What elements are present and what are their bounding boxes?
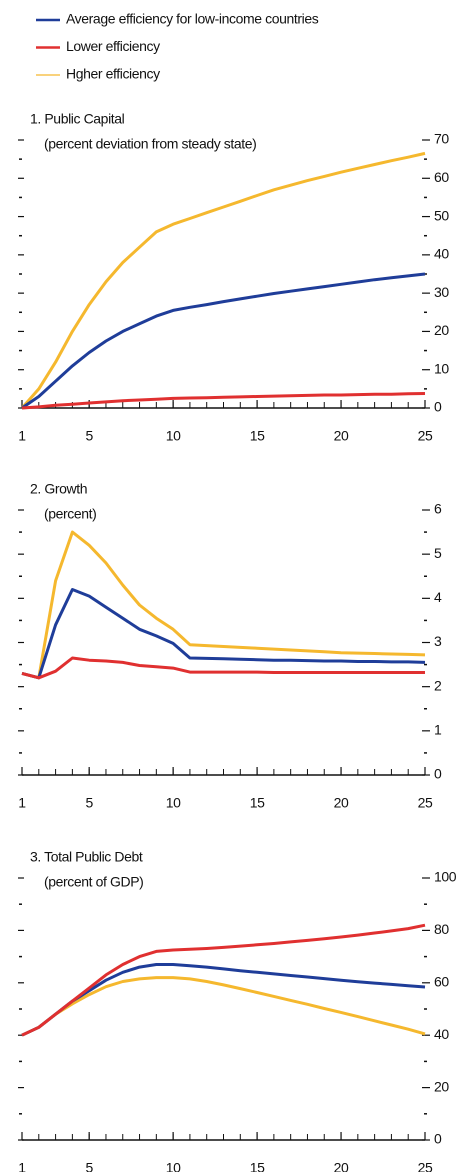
series-line — [21, 588, 426, 680]
series-line — [21, 272, 426, 410]
y-tick-label: 10 — [434, 360, 449, 376]
x-tick-label: 20 — [334, 1160, 349, 1172]
x-tick-label: 1 — [18, 428, 26, 444]
x-tick-label: 5 — [85, 795, 93, 811]
y-tick-label: 40 — [434, 246, 449, 262]
x-tick-label: 5 — [85, 1160, 93, 1172]
x-tick-label: 15 — [250, 428, 265, 444]
y-tick-label: 80 — [434, 921, 449, 937]
panel-subtitle: (percent) — [44, 506, 96, 522]
series-line — [20, 151, 426, 409]
y-tick-label: 0 — [434, 1131, 442, 1147]
x-tick-label: 25 — [418, 428, 433, 444]
panel-title: 2. Growth — [30, 481, 87, 497]
panel-subtitle: (percent deviation from steady state) — [44, 136, 256, 152]
legend-label: Average efficiency for low-income countr… — [66, 11, 319, 27]
x-tick-label: 10 — [166, 795, 181, 811]
y-tick-label: 5 — [434, 545, 442, 561]
panel-title: 1. Public Capital — [30, 111, 125, 127]
y-tick-label: 20 — [434, 1078, 449, 1094]
series-line — [21, 923, 426, 1037]
x-tick-label: 25 — [418, 795, 433, 811]
x-tick-label: 10 — [166, 1160, 181, 1172]
y-tick-label: 1 — [434, 722, 442, 738]
y-tick-label: 20 — [434, 322, 449, 338]
y-tick-label: 40 — [434, 1026, 449, 1042]
x-tick-label: 15 — [250, 795, 265, 811]
y-tick-label: 70 — [434, 131, 449, 147]
y-tick-label: 2 — [434, 677, 442, 693]
x-tick-label: 20 — [334, 428, 349, 444]
x-tick-label: 5 — [85, 428, 93, 444]
x-tick-label: 20 — [334, 795, 349, 811]
y-tick-label: 6 — [434, 501, 442, 517]
series-line — [21, 530, 426, 680]
y-tick-label: 60 — [434, 169, 449, 185]
legend-label: Hgher efficiency — [66, 66, 160, 82]
x-tick-label: 10 — [166, 428, 181, 444]
series-line — [21, 976, 426, 1037]
y-tick-label: 0 — [434, 766, 442, 782]
y-tick-label: 0 — [434, 399, 442, 415]
x-tick-label: 1 — [18, 795, 26, 811]
y-tick-label: 60 — [434, 974, 449, 990]
series-line — [21, 656, 425, 680]
x-tick-label: 1 — [18, 1160, 26, 1172]
y-tick-label: 50 — [434, 207, 449, 223]
y-tick-label: 30 — [434, 284, 449, 300]
series-line — [21, 963, 426, 1037]
x-tick-label: 25 — [418, 1160, 433, 1172]
y-tick-label: 4 — [434, 589, 442, 605]
y-tick-label: 3 — [434, 633, 442, 649]
panel-subtitle: (percent of GDP) — [44, 874, 143, 890]
y-tick-label: 100 — [434, 869, 457, 885]
panel-title: 3. Total Public Debt — [30, 849, 143, 865]
x-tick-label: 15 — [250, 1160, 265, 1172]
series-line — [21, 392, 426, 410]
legend-label: Lower efficiency — [66, 38, 160, 54]
